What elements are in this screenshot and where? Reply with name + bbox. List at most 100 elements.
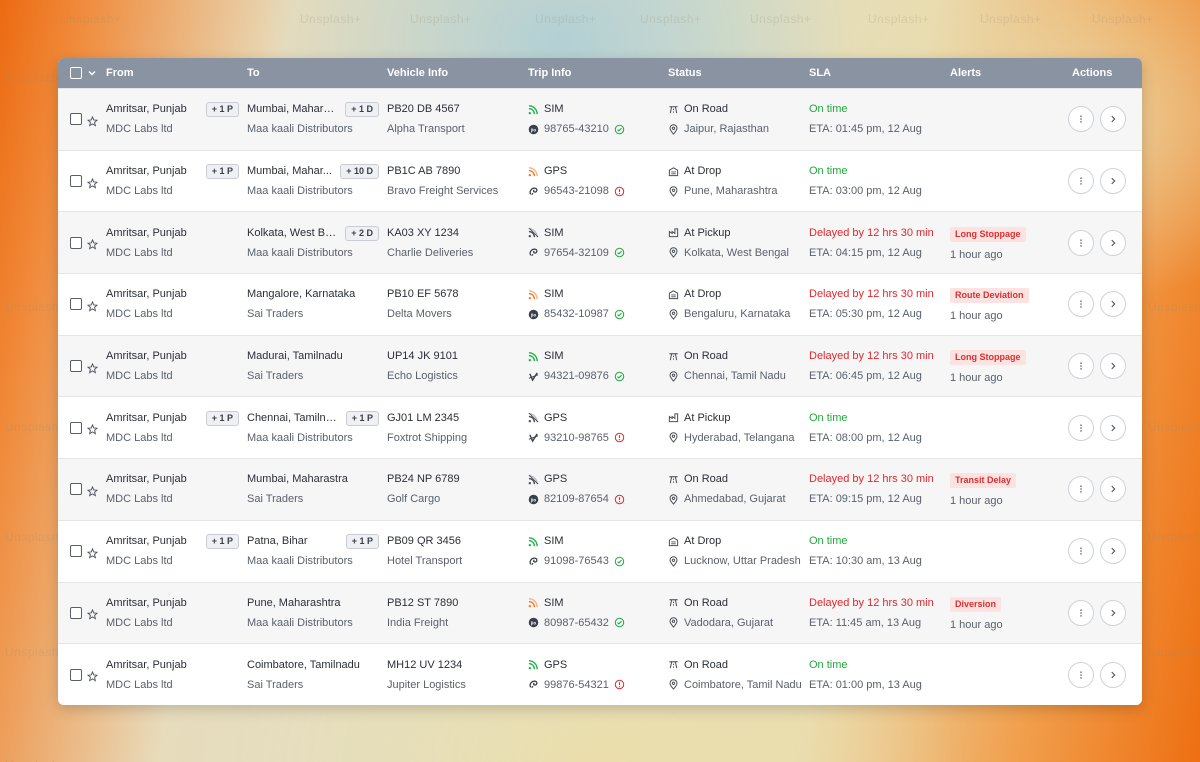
column-header-alerts[interactable]: Alerts xyxy=(950,67,982,79)
table-row[interactable]: Amritsar, Punjab MDC Labs ltd Kolkata, W… xyxy=(58,211,1142,274)
open-trip-button[interactable] xyxy=(1100,291,1126,318)
row-checkbox[interactable] xyxy=(70,236,82,249)
row-checkbox[interactable] xyxy=(70,483,82,496)
star-icon[interactable] xyxy=(86,546,99,559)
table-row[interactable]: Amritsar, Punjab MDC Labs ltd Mumbai, Ma… xyxy=(58,458,1142,520)
more-options-button[interactable] xyxy=(1068,168,1094,195)
warehouse-icon xyxy=(668,536,679,547)
column-header-vehicle-info[interactable]: Vehicle Info xyxy=(387,67,449,79)
watermark-text: Unsplash+ xyxy=(5,420,67,434)
alert-badge[interactable]: Diversion xyxy=(950,596,1002,612)
alert-badge[interactable]: Transit Delay xyxy=(950,473,1017,489)
star-icon[interactable] xyxy=(86,237,99,250)
tracking-type: GPS xyxy=(544,165,568,178)
open-trip-button[interactable] xyxy=(1100,599,1126,626)
row-checkbox[interactable] xyxy=(70,298,82,311)
row-checkbox[interactable] xyxy=(70,606,82,619)
open-trip-button[interactable] xyxy=(1100,538,1126,565)
column-header-to[interactable]: To xyxy=(247,67,260,79)
airtel-carrier-icon xyxy=(528,556,539,567)
row-checkbox[interactable] xyxy=(70,668,82,681)
location-pin-icon xyxy=(668,555,679,567)
row-select xyxy=(58,236,106,250)
open-trip-button[interactable] xyxy=(1100,414,1126,441)
watermark-text: Unsplash+ xyxy=(5,530,67,544)
column-header-trip-info[interactable]: Trip Info xyxy=(528,67,572,79)
star-icon[interactable] xyxy=(86,114,99,127)
from-city: Amritsar, Punjab xyxy=(106,596,187,609)
more-options-button[interactable] xyxy=(1068,661,1094,688)
table-row[interactable]: Amritsar, Punjab MDC Labs ltd Coimbatore… xyxy=(58,643,1142,705)
star-icon[interactable] xyxy=(86,176,99,189)
to-count-tag[interactable]: + 1 P xyxy=(345,410,379,426)
open-trip-button[interactable] xyxy=(1100,106,1126,133)
factory-icon xyxy=(668,227,679,238)
table-row[interactable]: Amritsar, Punjab + 1 P MDC Labs ltd Mumb… xyxy=(58,149,1142,212)
more-options-button[interactable] xyxy=(1068,414,1094,441)
more-options-button[interactable] xyxy=(1068,106,1094,133)
from-city: Amritsar, Punjab xyxy=(106,658,187,671)
from-count-tag[interactable]: + 1 P xyxy=(205,102,239,118)
transporter-name: India Freight xyxy=(387,616,449,629)
watermark-text: Unsplash+ xyxy=(5,645,67,659)
star-icon[interactable] xyxy=(86,422,99,435)
watermark-text: Unsplash+ xyxy=(1148,645,1200,659)
open-trip-button[interactable] xyxy=(1100,168,1126,195)
verified-icon xyxy=(614,309,625,320)
row-checkbox[interactable] xyxy=(70,545,82,558)
alert-badge[interactable]: Long Stoppage xyxy=(950,226,1026,242)
star-icon[interactable] xyxy=(86,484,99,497)
star-icon[interactable] xyxy=(86,669,99,682)
row-select xyxy=(58,360,106,374)
row-checkbox[interactable] xyxy=(70,113,82,126)
vehicle-cell: PB20 DB 4567 Alpha Transport xyxy=(387,102,528,136)
trip-status: On Road xyxy=(684,350,729,363)
alert-badge[interactable]: Long Stoppage xyxy=(950,350,1026,366)
column-header-sla[interactable]: SLA xyxy=(809,67,831,79)
more-options-button[interactable] xyxy=(1068,538,1094,565)
chevron-down-icon[interactable] xyxy=(87,68,97,78)
warehouse-icon xyxy=(668,289,679,300)
open-trip-button[interactable] xyxy=(1100,476,1126,503)
from-count-tag[interactable]: + 1 P xyxy=(205,164,239,180)
current-location: Jaipur, Rajasthan xyxy=(684,123,769,136)
more-options-button[interactable] xyxy=(1068,291,1094,318)
row-checkbox[interactable] xyxy=(70,360,82,373)
location-pin-icon xyxy=(668,309,679,320)
table-row[interactable]: Amritsar, Punjab + 1 P MDC Labs ltd Chen… xyxy=(58,396,1142,459)
column-header-status[interactable]: Status xyxy=(668,67,702,79)
to-count-tag[interactable]: + 10 D xyxy=(340,164,379,180)
from-count-tag[interactable]: + 1 P xyxy=(205,534,239,550)
sla-status: On time xyxy=(809,411,848,424)
row-checkbox[interactable] xyxy=(70,421,82,434)
vehicle-number: PB1C AB 7890 xyxy=(387,165,461,178)
table-row[interactable]: Amritsar, Punjab MDC Labs ltd Pune, Maha… xyxy=(58,581,1142,644)
table-row[interactable]: Amritsar, Punjab + 1 P MDC Labs ltd Patn… xyxy=(58,519,1142,582)
more-options-button[interactable] xyxy=(1068,353,1094,380)
open-trip-button[interactable] xyxy=(1100,661,1126,688)
table-row[interactable]: Amritsar, Punjab MDC Labs ltd Madurai, T… xyxy=(58,334,1142,397)
more-options-button[interactable] xyxy=(1068,599,1094,626)
more-options-button[interactable] xyxy=(1068,229,1094,256)
table-row[interactable]: Amritsar, Punjab + 1 P MDC Labs ltd Mumb… xyxy=(58,88,1142,150)
star-icon[interactable] xyxy=(86,607,99,620)
open-trip-button[interactable] xyxy=(1100,229,1126,256)
to-count-tag[interactable]: + 2 D xyxy=(345,225,379,241)
to-count-tag[interactable]: + 1 D xyxy=(345,102,379,118)
star-icon[interactable] xyxy=(86,299,99,312)
current-location: Hyderabad, Telangana xyxy=(684,431,795,444)
more-options-button[interactable] xyxy=(1068,476,1094,503)
star-icon[interactable] xyxy=(86,361,99,374)
to-count-tag[interactable]: + 1 P xyxy=(345,534,379,550)
column-header-from[interactable]: From xyxy=(106,67,134,79)
row-checkbox[interactable] xyxy=(70,175,82,188)
eta-text: ETA: 08:00 pm, 12 Aug xyxy=(809,431,922,444)
from-count-tag[interactable]: + 1 P xyxy=(205,410,239,426)
chevron-right-icon xyxy=(1108,361,1118,371)
table-row[interactable]: Amritsar, Punjab MDC Labs ltd Mangalore,… xyxy=(58,273,1142,335)
from-city: Amritsar, Punjab xyxy=(106,473,187,486)
alert-badge[interactable]: Route Deviation xyxy=(950,288,1029,304)
open-trip-button[interactable] xyxy=(1100,353,1126,380)
to-city: Mumbai, Mahar... xyxy=(247,165,332,178)
select-all-checkbox[interactable] xyxy=(70,67,82,79)
